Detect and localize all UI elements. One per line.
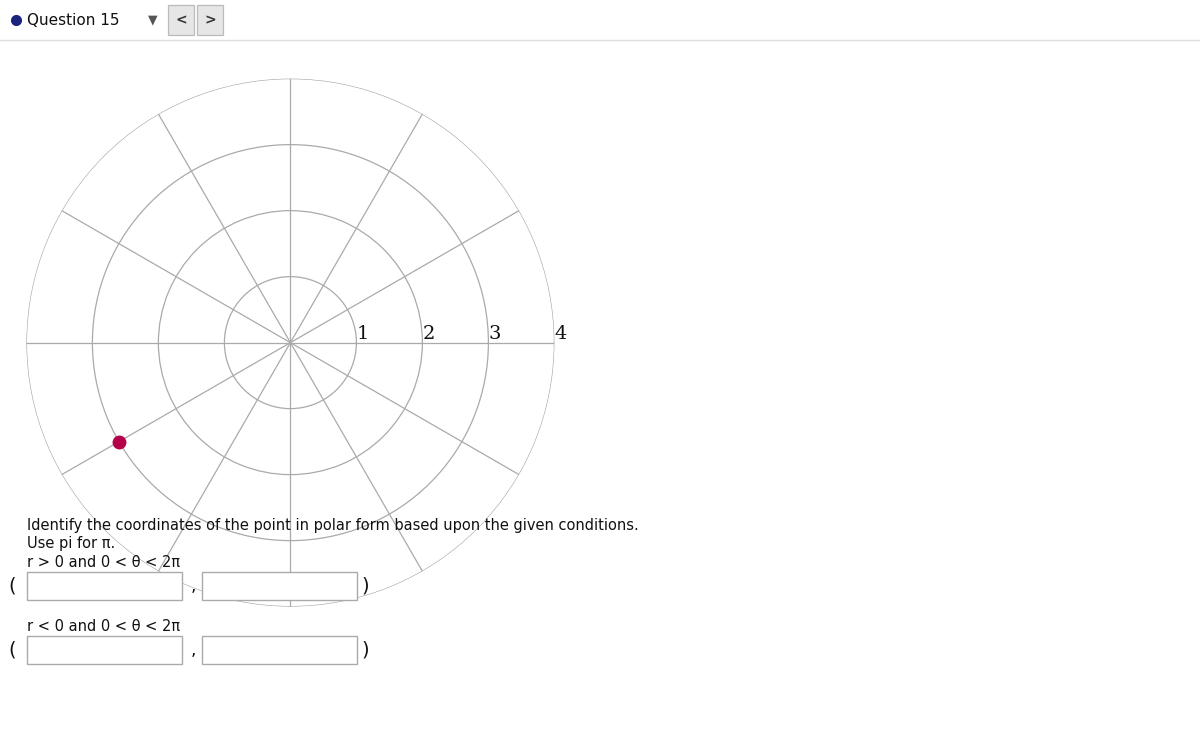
Text: >: > (204, 13, 216, 27)
Bar (28, 572, 182, 600)
Text: 2: 2 (422, 324, 434, 343)
Text: (: ( (8, 641, 16, 660)
Text: 3: 3 (488, 324, 500, 343)
Text: ,: , (191, 577, 196, 595)
Text: ▼: ▼ (148, 14, 158, 26)
Text: 4: 4 (554, 324, 566, 343)
Bar (168, 5, 194, 35)
Text: <: < (175, 13, 187, 27)
Text: ,: , (191, 641, 196, 659)
Text: (: ( (8, 577, 16, 596)
Text: ): ) (361, 577, 368, 596)
Bar (202, 636, 358, 664)
Text: Use pi for π.: Use pi for π. (28, 536, 115, 551)
Text: r < 0 and 0 < θ < 2π: r < 0 and 0 < θ < 2π (28, 619, 180, 634)
Text: Question 15: Question 15 (28, 12, 120, 28)
Text: 1: 1 (356, 324, 368, 343)
Text: r > 0 and 0 < θ < 2π: r > 0 and 0 < θ < 2π (28, 555, 180, 570)
Bar (28, 636, 182, 664)
Text: ): ) (361, 641, 368, 660)
Bar (202, 572, 358, 600)
Text: Identify the coordinates of the point in polar form based upon the given conditi: Identify the coordinates of the point in… (28, 518, 638, 533)
Bar (197, 5, 223, 35)
